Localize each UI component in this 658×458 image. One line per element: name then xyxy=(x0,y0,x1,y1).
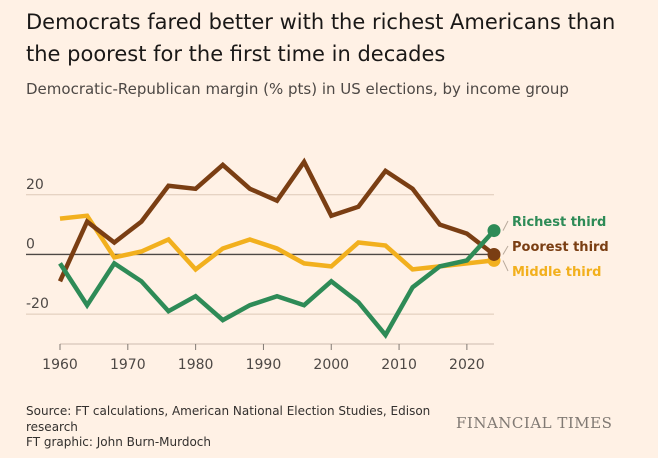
y-axis: -20 0 20 xyxy=(26,177,49,312)
x-tick-label-1960: 1960 xyxy=(42,357,78,373)
gridlines xyxy=(26,194,494,315)
y-tick-label-20: 20 xyxy=(26,177,44,193)
label-connector-1 xyxy=(502,245,509,255)
series-label-richest-third: Richest third xyxy=(512,215,606,230)
y-tick-label--20: -20 xyxy=(26,296,49,312)
x-tick-label-1970: 1970 xyxy=(110,357,146,373)
series-label-poorest-third: Poorest third xyxy=(512,240,609,255)
x-tick-label-2010: 2010 xyxy=(381,357,417,373)
source-note: Source: FT calculations, American Nation… xyxy=(26,404,431,434)
x-axis: 1960 1970 1980 1990 2000 2010 2020 xyxy=(42,343,494,373)
x-tick-label-1990: 1990 xyxy=(246,357,282,373)
y-tick-label-0: 0 xyxy=(26,236,35,252)
x-tick-label-1980: 1980 xyxy=(178,357,214,373)
x-tick-label-2000: 2000 xyxy=(313,357,349,373)
series-lines xyxy=(57,157,501,339)
chart-subtitle: Democratic-Republican margin (% pts) in … xyxy=(26,80,569,98)
chart-title: Democrats fared better with the richest … xyxy=(26,10,616,66)
label-connector-0 xyxy=(502,220,509,231)
x-tick-label-2020: 2020 xyxy=(449,357,485,373)
series-line-middle-third xyxy=(59,213,495,273)
endpoint-marker-richest-third xyxy=(487,224,501,238)
series-line-poorest-third xyxy=(57,157,496,283)
series-line-richest-third xyxy=(58,229,496,339)
label-connector-2 xyxy=(502,260,509,272)
series-labels: Richest third Poorest third Middle third xyxy=(502,215,609,280)
endpoint-marker-poorest-third xyxy=(487,247,501,261)
graphic-credit: FT graphic: John Burn-Murdoch xyxy=(26,435,211,449)
ft-logo-text: FINANCIAL TIMES xyxy=(456,414,613,432)
series-label-middle-third: Middle third xyxy=(512,265,601,280)
